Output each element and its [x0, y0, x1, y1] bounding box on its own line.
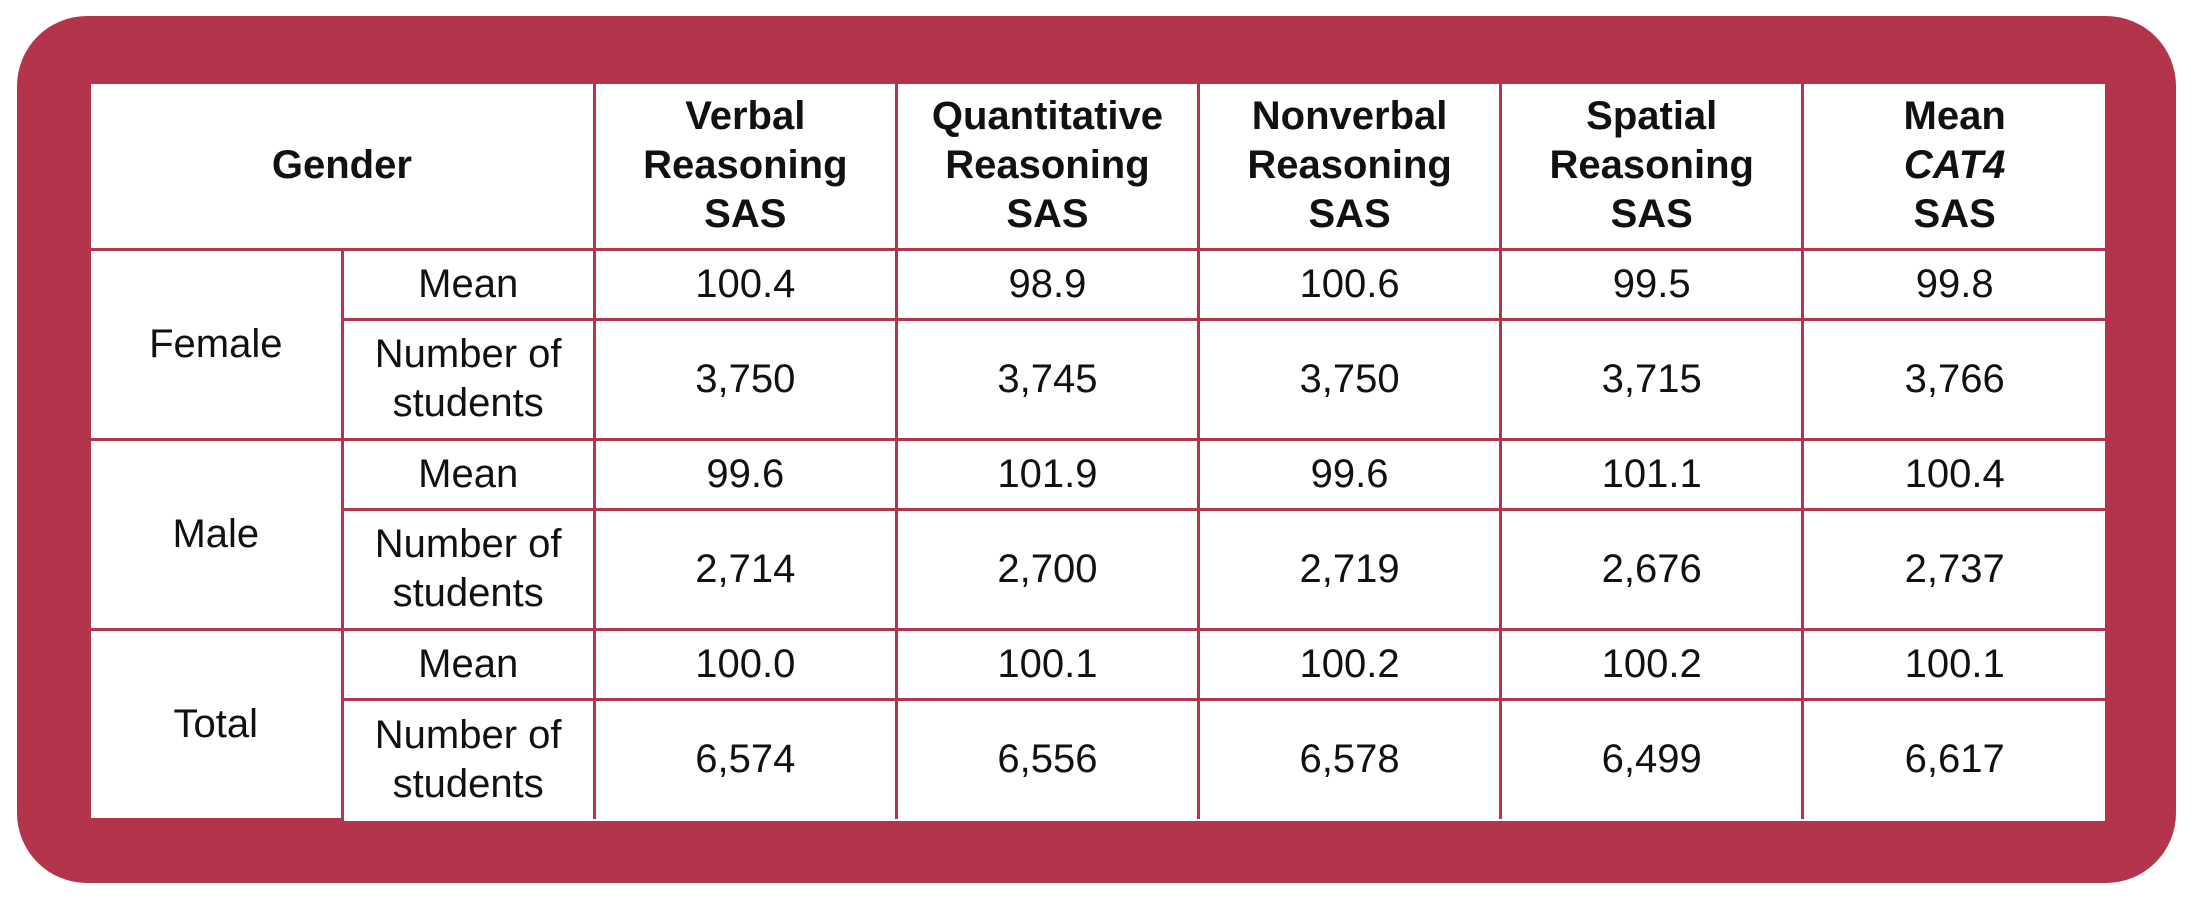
- header-line: Mean: [1903, 94, 2006, 139]
- value-cell: 2,700: [894, 507, 1201, 631]
- header-line: Nonverbal: [1251, 94, 1448, 139]
- col-header-quantitative: Quantitative Reasoning SAS: [894, 84, 1201, 251]
- header-line: SAS: [1913, 192, 1996, 237]
- stat-label-mean: Mean: [340, 247, 596, 321]
- header-line: Quantitative: [931, 94, 1164, 139]
- group-label-female: Female: [91, 247, 344, 441]
- value-cell: 100.1: [1801, 627, 2105, 701]
- value-cell: 6,574: [592, 697, 898, 819]
- value-cell: 6,617: [1801, 697, 2105, 819]
- stat-label-line: Number of: [374, 332, 562, 376]
- header-line: SAS: [1308, 192, 1391, 237]
- value-cell: 100.2: [1499, 627, 1805, 701]
- header-line: SAS: [1610, 192, 1693, 237]
- table-row: Number of students 6,574 6,556 6,578 6,4…: [91, 697, 2105, 819]
- stat-label-count: Number of students: [340, 697, 596, 819]
- stat-label-line: Number of: [374, 522, 562, 566]
- gender-header: Gender: [91, 84, 596, 251]
- header-line: Reasoning: [1247, 143, 1452, 188]
- value-cell: 99.6: [592, 437, 898, 511]
- value-cell: 100.6: [1197, 247, 1503, 321]
- value-cell: 6,578: [1197, 697, 1503, 819]
- value-cell: 99.8: [1801, 247, 2105, 321]
- stat-label-line: students: [392, 571, 544, 615]
- value-cell: 98.9: [894, 247, 1201, 321]
- col-header-mean-cat4: Mean CAT4 SAS: [1801, 84, 2105, 251]
- stat-label-mean: Mean: [340, 627, 596, 701]
- value-cell: 3,766: [1801, 317, 2105, 441]
- value-cell: 100.4: [1801, 437, 2105, 511]
- value-cell: 2,737: [1801, 507, 2105, 631]
- value-cell: 100.1: [894, 627, 1201, 701]
- group-label-total: Total: [91, 627, 344, 821]
- value-cell: 100.4: [592, 247, 898, 321]
- header-line: Spatial: [1586, 94, 1718, 139]
- table-row: Total Mean 100.0 100.1 100.2 100.2 100.1: [91, 627, 2105, 821]
- header-line: Verbal: [685, 94, 806, 139]
- value-cell: 100.0: [592, 627, 898, 701]
- stat-label-line: Number of: [374, 712, 562, 757]
- value-cell: 3,750: [592, 317, 898, 441]
- col-header-spatial: Spatial Reasoning SAS: [1499, 84, 1805, 251]
- col-header-nonverbal: Nonverbal Reasoning SAS: [1197, 84, 1503, 251]
- table-row: Number of students 3,750 3,745 3,750 3,7…: [91, 317, 2105, 441]
- value-cell: 6,556: [894, 697, 1201, 819]
- header-line: Reasoning: [643, 143, 848, 188]
- value-cell: 3,750: [1197, 317, 1503, 441]
- header-row: Gender Verbal Reasoning SAS Quantitative…: [91, 84, 2105, 251]
- value-cell: 99.6: [1197, 437, 1503, 511]
- table-row: Number of students 2,714 2,700 2,719 2,6…: [91, 507, 2105, 631]
- value-cell: 2,676: [1499, 507, 1805, 631]
- col-header-verbal: Verbal Reasoning SAS: [592, 84, 898, 251]
- value-cell: 6,499: [1499, 697, 1805, 819]
- value-cell: 2,719: [1197, 507, 1503, 631]
- value-cell: 2,714: [592, 507, 898, 631]
- header-line: Reasoning: [945, 143, 1150, 188]
- value-cell: 100.2: [1197, 627, 1503, 701]
- group-label-male: Male: [91, 437, 344, 631]
- header-line: SAS: [704, 192, 787, 237]
- table-row: Male Mean 99.6 101.9 99.6 101.1 100.4: [91, 437, 2105, 631]
- stat-label-count: Number of students: [340, 317, 596, 441]
- header-line: SAS: [1006, 192, 1089, 237]
- value-cell: 101.1: [1499, 437, 1805, 511]
- value-cell: 3,745: [894, 317, 1201, 441]
- value-cell: 3,715: [1499, 317, 1805, 441]
- header-line: CAT4: [1903, 143, 2006, 188]
- stat-label-line: students: [392, 761, 544, 806]
- header-line: Reasoning: [1549, 143, 1754, 188]
- results-table: Gender Verbal Reasoning SAS Quantitative…: [91, 84, 2105, 821]
- stat-label-line: students: [392, 381, 544, 425]
- value-cell: 101.9: [894, 437, 1201, 511]
- value-cell: 99.5: [1499, 247, 1805, 321]
- stat-label-count: Number of students: [340, 507, 596, 631]
- stat-label-mean: Mean: [340, 437, 596, 511]
- table-row: Female Mean 100.4 98.9 100.6 99.5 99.8: [91, 247, 2105, 441]
